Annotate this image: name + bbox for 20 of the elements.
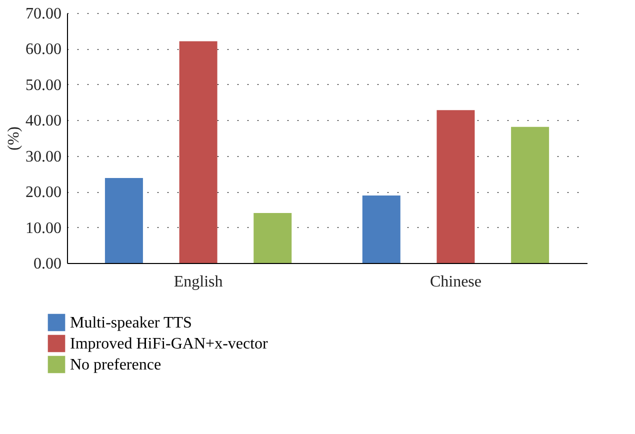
y-tick-label: 60.00 <box>26 41 62 58</box>
bar <box>179 41 218 263</box>
bar <box>254 213 292 263</box>
y-tick-label: 70.00 <box>26 6 62 22</box>
y-tick-label: 0.00 <box>34 256 62 272</box>
y-tick-label: 50.00 <box>26 76 62 94</box>
y-tick-label: 10.00 <box>26 220 62 237</box>
y-tick-label: 20.00 <box>26 184 62 202</box>
bar <box>436 110 475 263</box>
legend-label: Improved HiFi-GAN+x-vector <box>70 336 269 352</box>
x-tick-label: Chinese <box>430 274 482 290</box>
bar <box>104 178 143 263</box>
y-tick-label: 40.00 <box>26 112 62 130</box>
legend-label: Multi-speaker TTS <box>70 314 192 332</box>
x-tick-label: English <box>174 274 223 290</box>
y-tick-label: 30.00 <box>26 148 62 166</box>
y-axis-title: (%) <box>6 126 22 150</box>
bar <box>362 196 400 263</box>
bar <box>511 126 550 263</box>
legend-label: No preference <box>70 356 162 374</box>
